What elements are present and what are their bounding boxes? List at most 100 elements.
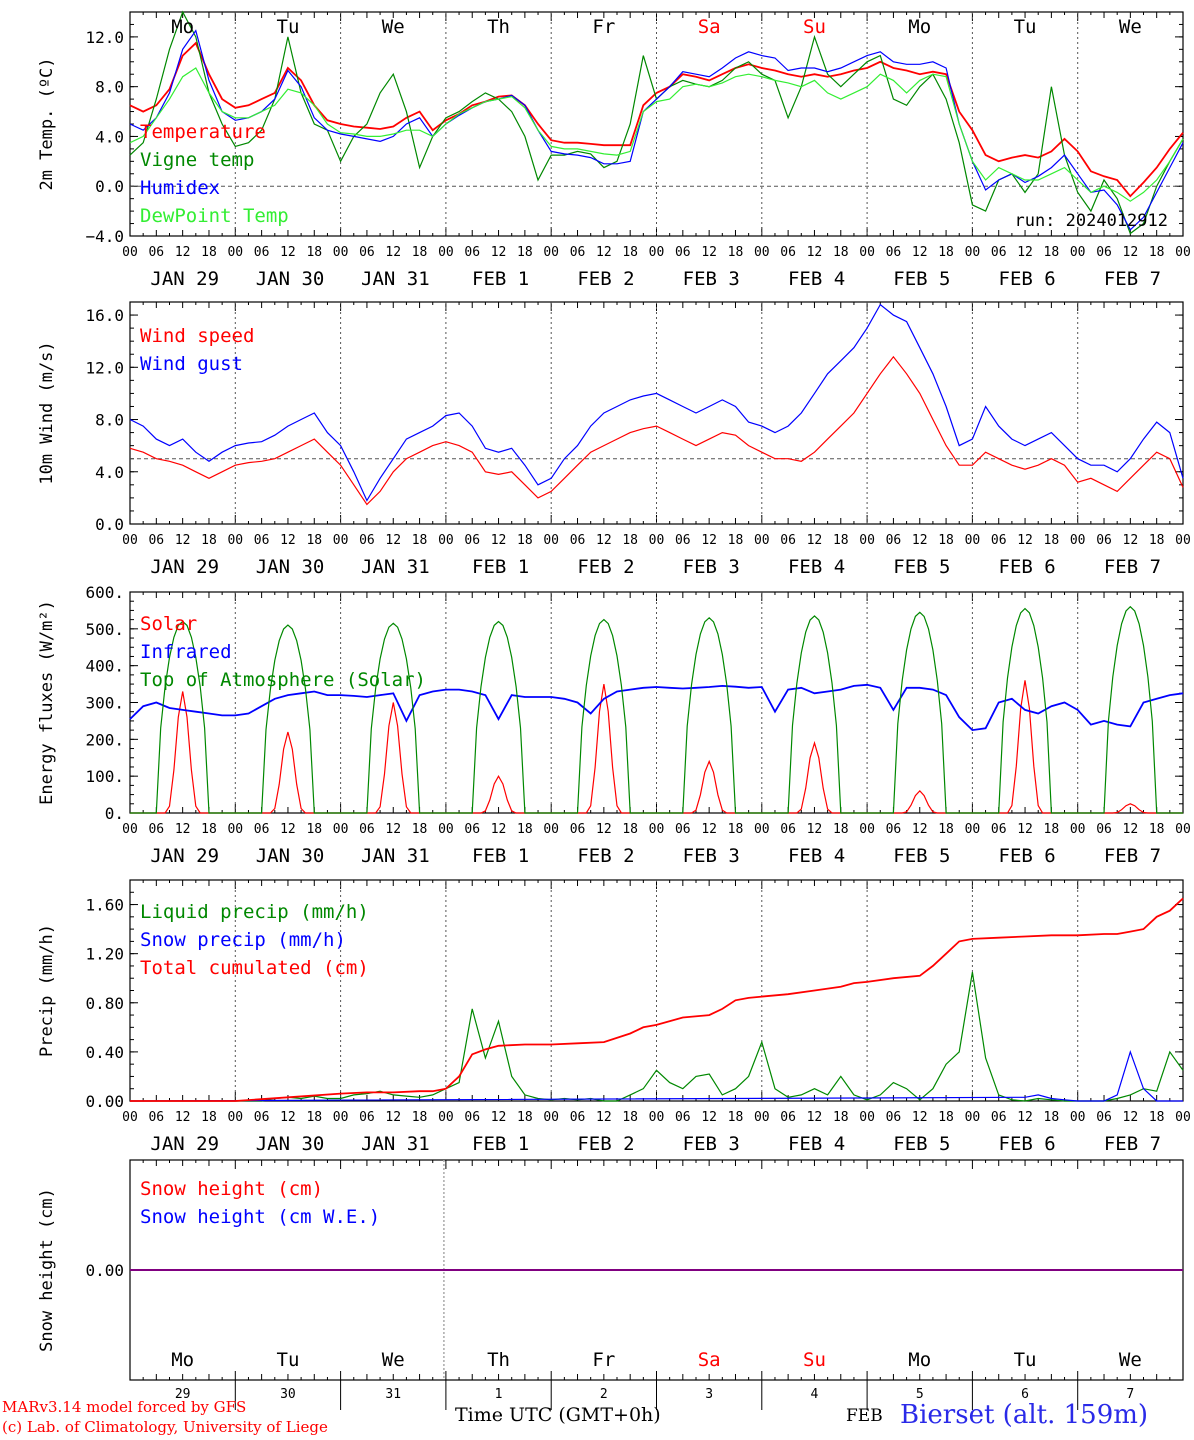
date-label: FEB 5 — [893, 845, 950, 867]
hour-tick-label: 18 — [833, 822, 849, 837]
station-label: Bierset (alt. 159m) — [900, 1400, 1149, 1430]
hour-tick-label: 00 — [754, 1110, 770, 1125]
hour-tick-label: 06 — [1096, 245, 1112, 260]
hour-tick-label: 18 — [412, 533, 428, 548]
y-tick-label: 0.00 — [85, 1092, 124, 1111]
date-label: FEB 2 — [577, 845, 634, 867]
hour-tick-label: 12 — [385, 533, 401, 548]
hour-tick-label: 00 — [122, 822, 138, 837]
hour-tick-label: 06 — [1096, 822, 1112, 837]
model-credit-line2: (c) Lab. of Climatology, University of L… — [2, 1418, 328, 1436]
hour-tick-label: 06 — [675, 822, 691, 837]
legend-entry: Snow precip (mm/h) — [140, 929, 346, 951]
hour-tick-label: 06 — [675, 1110, 691, 1125]
hour-tick-label: 12 — [596, 533, 612, 548]
hour-tick-label: 00 — [1175, 822, 1191, 837]
weekday-label-top: We — [1119, 16, 1142, 38]
y-tick-label: 400. — [85, 657, 124, 676]
date-label: JAN 29 — [150, 1133, 219, 1155]
hour-tick-label: 12 — [912, 1110, 928, 1125]
hour-tick-label: 00 — [438, 822, 454, 837]
hour-tick-label: 12 — [807, 533, 823, 548]
hour-tick-label: 06 — [464, 245, 480, 260]
hour-tick-label: 18 — [622, 822, 638, 837]
hour-tick-label: 12 — [280, 1110, 296, 1125]
hour-tick-label: 06 — [675, 533, 691, 548]
weekday-label-top: We — [382, 16, 405, 38]
hour-tick-label: 00 — [122, 1110, 138, 1125]
y-tick-label: 300. — [85, 694, 124, 713]
hour-tick-label: 00 — [543, 822, 559, 837]
day-number-label: 2 — [600, 1387, 608, 1402]
hour-tick-label: 06 — [570, 533, 586, 548]
hour-tick-label: 06 — [464, 1110, 480, 1125]
date-label: JAN 30 — [256, 845, 325, 867]
weekday-label-top: Tu — [277, 16, 300, 38]
hour-tick-label: 18 — [728, 533, 744, 548]
hour-tick-label: 00 — [227, 533, 243, 548]
hour-tick-label: 18 — [833, 533, 849, 548]
hour-tick-label: 06 — [464, 533, 480, 548]
hour-tick-label: 12 — [1123, 245, 1139, 260]
hour-tick-label: 06 — [780, 1110, 796, 1125]
y-tick-label: 0. — [105, 804, 124, 823]
hour-tick-label: 06 — [148, 822, 164, 837]
hour-tick-label: 00 — [754, 822, 770, 837]
date-label: FEB 1 — [472, 556, 529, 578]
hour-tick-label: 06 — [886, 822, 902, 837]
date-label: FEB 5 — [893, 268, 950, 290]
hour-tick-label: 12 — [1017, 245, 1033, 260]
hour-tick-label: 00 — [543, 245, 559, 260]
hour-tick-label: 00 — [333, 1110, 349, 1125]
date-label: JAN 30 — [256, 268, 325, 290]
weekday-label-top: Tu — [1014, 16, 1037, 38]
hour-tick-label: 00 — [1175, 533, 1191, 548]
hour-tick-label: 18 — [1044, 245, 1060, 260]
hour-tick-label: 06 — [991, 822, 1007, 837]
hour-tick-label: 18 — [1149, 1110, 1165, 1125]
hour-tick-label: 12 — [807, 822, 823, 837]
hour-tick-label: 12 — [596, 822, 612, 837]
date-label: FEB 3 — [683, 268, 740, 290]
hour-tick-label: 12 — [175, 245, 191, 260]
date-label: FEB 6 — [999, 268, 1056, 290]
hour-tick-label: 00 — [333, 822, 349, 837]
hour-tick-label: 18 — [1149, 822, 1165, 837]
weekday-label-bottom: Mo — [171, 1349, 194, 1371]
hour-tick-label: 12 — [385, 822, 401, 837]
hour-tick-label: 06 — [464, 822, 480, 837]
hour-tick-label: 12 — [1123, 822, 1139, 837]
hour-tick-label: 06 — [991, 245, 1007, 260]
hour-tick-label: 06 — [254, 1110, 270, 1125]
date-label: JAN 29 — [150, 845, 219, 867]
date-label: JAN 29 — [150, 556, 219, 578]
hour-tick-label: 18 — [517, 245, 533, 260]
hour-tick-label: 12 — [385, 245, 401, 260]
hour-tick-label: 06 — [570, 1110, 586, 1125]
hour-tick-label: 18 — [1149, 245, 1165, 260]
panel-1: 12.0 8.0 4.0 0.0 −4.0 2m Temp. (ºC) Temperatur… — [37, 10, 1191, 290]
y-tick-label: 1.20 — [85, 945, 124, 964]
date-label: FEB 3 — [683, 556, 740, 578]
time-axis-label: Time UTC (GMT+0h) — [455, 1404, 661, 1426]
y-tick-label: 8.0 — [95, 411, 124, 430]
hour-tick-label: 06 — [991, 1110, 1007, 1125]
month-label: FEB — [846, 1406, 883, 1426]
hour-tick-label: 00 — [649, 1110, 665, 1125]
hour-tick-label: 00 — [1070, 1110, 1086, 1125]
y-axis-label: Snow height (cm) — [37, 1188, 57, 1352]
y-tick-label: 500. — [85, 620, 124, 639]
hour-tick-label: 12 — [1123, 1110, 1139, 1125]
hour-tick-label: 00 — [1175, 245, 1191, 260]
hour-tick-label: 00 — [333, 533, 349, 548]
hour-tick-label: 12 — [491, 1110, 507, 1125]
y-tick-label: 4.0 — [95, 127, 124, 146]
hour-tick-label: 18 — [833, 1110, 849, 1125]
hour-tick-label: 18 — [306, 245, 322, 260]
hour-tick-label: 18 — [833, 245, 849, 260]
y-axis-label: 10m Wind (m/s) — [37, 341, 57, 484]
hour-tick-label: 12 — [280, 822, 296, 837]
hour-tick-label: 18 — [938, 822, 954, 837]
legend-entry: Top of Atmosphere (Solar) — [140, 669, 426, 691]
